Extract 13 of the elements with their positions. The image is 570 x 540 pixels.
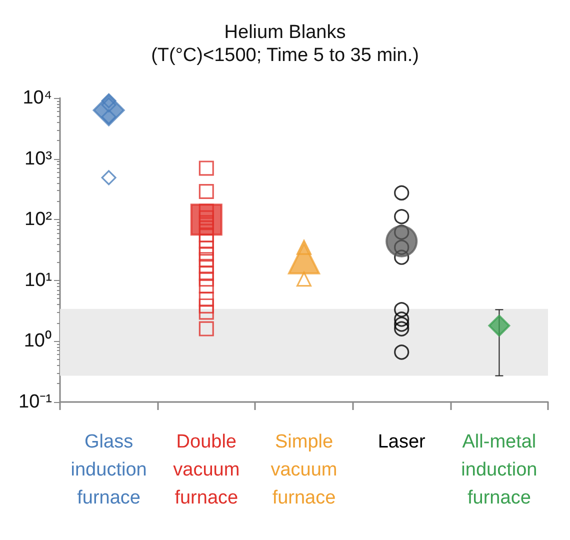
y-tick-label: 10³ [24,148,52,170]
chart-title: Helium Blanks [224,22,346,43]
x-tick-label: Simple vacuum furnace [270,432,338,508]
y-tick-label: 10² [24,209,52,230]
chart-subtitle: (T(°C)<1500; Time 5 to 35 min.) [151,45,419,66]
x-tick-label: Double vacuum furnace [173,432,240,508]
y-tick-label: 10⁴ [22,88,52,108]
y-tick-label: 10⁻¹ [18,392,52,412]
x-tick-label: All-metal induction furnace [461,432,538,508]
x-tick-label: Glass induction furnace [70,432,147,508]
y-tick-label: 10⁰ [24,330,52,352]
x-tick-label: Laser [378,432,426,452]
y-tick-label: 10¹ [24,270,52,291]
